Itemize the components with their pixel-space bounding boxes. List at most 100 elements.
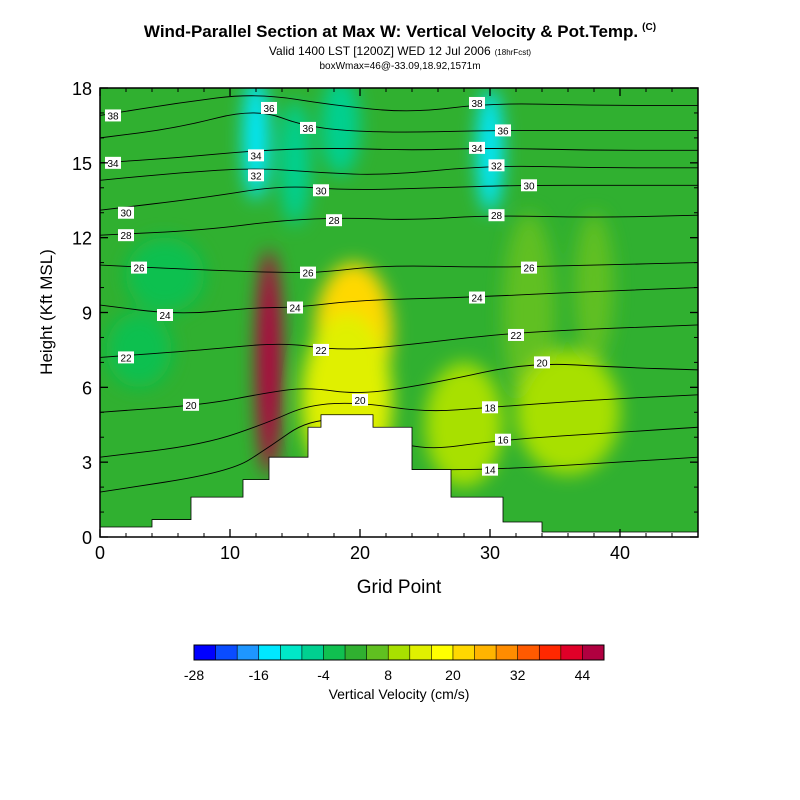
colorbar-tick-label-0: -28 xyxy=(184,667,204,683)
theta-contour-18 xyxy=(100,394,698,458)
contour-label-26: 26 xyxy=(131,261,147,275)
contour-label-24: 24 xyxy=(469,291,485,305)
x-tick-label-10: 10 xyxy=(220,543,240,563)
svg-text:30: 30 xyxy=(120,209,132,220)
x-axis-label: Grid Point xyxy=(357,577,442,598)
svg-text:22: 22 xyxy=(120,353,132,364)
svg-text:38: 38 xyxy=(107,111,119,122)
contour-label-16: 16 xyxy=(495,433,511,447)
contour-label-28: 28 xyxy=(488,209,505,222)
theta-contour-26 xyxy=(100,262,698,274)
theta-contour-30 xyxy=(100,184,698,211)
colorbar-swatch-7 xyxy=(345,645,367,660)
colorbar-swatch-17 xyxy=(560,645,583,660)
svg-text:24: 24 xyxy=(289,304,301,315)
y-tick-label-9: 9 xyxy=(82,304,92,324)
contour-label-30: 30 xyxy=(521,179,537,192)
colorbar-swatch-6 xyxy=(323,645,346,660)
colorbar-swatch-4 xyxy=(280,645,303,660)
svg-text:20: 20 xyxy=(185,401,197,412)
contour-label-30: 30 xyxy=(313,184,329,197)
svg-text:26: 26 xyxy=(302,269,314,280)
colorbar-swatch-8 xyxy=(366,645,389,660)
contour-label-36: 36 xyxy=(300,121,316,135)
theta-contour-22 xyxy=(100,324,698,358)
contour-label-30: 30 xyxy=(118,206,134,220)
contour-label-32: 32 xyxy=(248,169,264,182)
colorbar-swatch-16 xyxy=(539,645,562,660)
velocity-feature-6 xyxy=(477,88,503,213)
colorbar-swatch-11 xyxy=(431,645,454,660)
x-tick-label-0: 0 xyxy=(95,543,105,563)
velocity-feature-12 xyxy=(516,349,620,475)
contour-label-38: 38 xyxy=(105,109,121,122)
svg-text:28: 28 xyxy=(328,216,340,227)
colorbar-swatch-15 xyxy=(517,645,540,660)
colorbar-tick-label-5: 32 xyxy=(510,667,526,683)
contour-label-20: 20 xyxy=(534,356,550,369)
colorbar-swatch-10 xyxy=(409,645,432,660)
svg-text:14: 14 xyxy=(484,466,496,477)
colorbar-swatch-18 xyxy=(582,645,605,660)
svg-text:22: 22 xyxy=(315,346,327,357)
theta-contour-32 xyxy=(100,165,698,181)
colorbar-swatch-14 xyxy=(496,645,518,660)
svg-text:34: 34 xyxy=(250,151,262,162)
svg-text:32: 32 xyxy=(250,171,262,182)
x-tick-label-30: 30 xyxy=(480,543,500,563)
axes: 0 10 20 30 40 0 36 9 12 15 18 xyxy=(72,79,698,563)
contour-label-28: 28 xyxy=(118,229,134,242)
svg-text:22: 22 xyxy=(510,331,522,342)
velocity-feature-0 xyxy=(256,250,282,475)
y-tick-label-15: 15 xyxy=(72,154,92,174)
theta-contour-28 xyxy=(100,214,698,236)
valid-time-text: Valid 1400 LST [1200Z] WED 12 Jul 2006 xyxy=(268,44,491,58)
colorbar-tick-label-1: -16 xyxy=(249,667,269,683)
svg-text:38: 38 xyxy=(471,99,483,110)
theta-contour-36 xyxy=(100,112,698,139)
theta-contour-34 xyxy=(100,148,698,164)
velocity-feature-7 xyxy=(106,312,172,388)
contour-label-24: 24 xyxy=(287,301,303,315)
chart-subtitle: Valid 1400 LST [1200Z] WED 12 Jul 2006 (1… xyxy=(0,44,800,58)
y-tick-label-12: 12 xyxy=(72,229,92,249)
contour-label-14: 14 xyxy=(482,463,498,477)
x-tick-label-20: 20 xyxy=(350,543,370,563)
contour-label-32: 32 xyxy=(488,159,505,172)
velocity-feature-11 xyxy=(425,362,503,488)
colorbar-tick-label-6: 44 xyxy=(575,667,591,683)
colorbar-swatch-12 xyxy=(452,645,475,660)
contour-label-28: 28 xyxy=(326,214,342,227)
colorbar-swatch-13 xyxy=(474,645,497,660)
chart-title-text: Wind-Parallel Section at Max W: Vertical… xyxy=(143,22,639,41)
colorbar-tick-label-2: -4 xyxy=(317,667,330,683)
x-tick-label-40: 40 xyxy=(610,543,630,563)
colorbar-swatch-1 xyxy=(215,645,238,660)
contour-label-38: 38 xyxy=(469,96,485,110)
svg-text:26: 26 xyxy=(133,264,145,275)
box-info: boxWmax=46@-33.09,18.92,1571m xyxy=(319,61,481,72)
forecast-tag: (18hrFcst) xyxy=(494,48,532,57)
svg-text:30: 30 xyxy=(315,186,327,197)
svg-text:18: 18 xyxy=(484,403,496,414)
svg-text:28: 28 xyxy=(120,231,132,242)
contour-label-26: 26 xyxy=(300,266,316,280)
plot-area: 38 36 36 38 36 34 34 34 32 32 30 30 30 28 28 28 26 26 26 24… xyxy=(99,87,699,538)
contour-label-22: 22 xyxy=(313,343,329,357)
contour-label-34: 34 xyxy=(248,149,264,162)
svg-text:28: 28 xyxy=(491,211,503,222)
colorbar-swatch-9 xyxy=(388,645,411,660)
svg-text:30: 30 xyxy=(523,181,535,192)
svg-text:20: 20 xyxy=(354,396,366,407)
svg-text:34: 34 xyxy=(107,159,119,170)
colorbar-tick-label-3: 8 xyxy=(384,667,392,683)
contour-label-22: 22 xyxy=(118,351,134,364)
contour-label-34: 34 xyxy=(105,156,121,170)
contour-label-34: 34 xyxy=(469,141,485,155)
y-tick-label-0: 0 xyxy=(82,528,92,548)
y-tick-label-6: 6 xyxy=(82,378,92,398)
colorbar-swatch-0 xyxy=(194,645,216,660)
theta-contour-38 xyxy=(100,95,698,116)
colorbar: -28 -16 -4 8 20 32 44 xyxy=(184,644,605,683)
